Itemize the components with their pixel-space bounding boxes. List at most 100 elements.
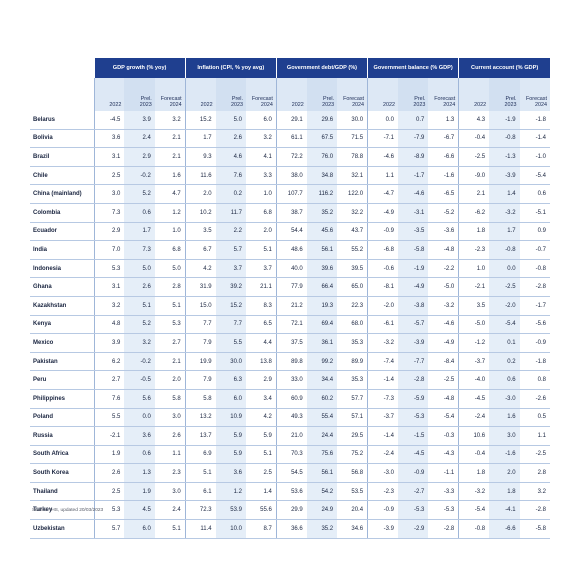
value-cell: 29.9 <box>275 500 307 521</box>
value-cell: 2.0 <box>184 184 216 204</box>
value-cell: 29.5 <box>337 426 368 446</box>
value-cell: 1.1 <box>519 426 550 446</box>
value-cell: 2.9 <box>93 222 125 242</box>
value-cell: 72.2 <box>275 147 307 167</box>
value-cell: -5.4 <box>519 166 550 186</box>
value-cell: -0.2 <box>124 352 155 372</box>
value-cell: 0.9 <box>519 222 550 242</box>
value-cell: 11.7 <box>215 203 246 223</box>
table-row: Uzbekistan 5.7 6.0 5.1 11.4 10.0 8.7 36.6 35.2 34… <box>30 519 550 539</box>
value-cell: 71.5 <box>337 129 368 149</box>
value-cell: 0.8 <box>519 370 550 390</box>
value-cell: -0.7 <box>519 240 550 260</box>
corner-cell <box>30 78 94 111</box>
value-cell: -3.2 <box>489 203 520 223</box>
value-cell: -5.3 <box>397 500 429 521</box>
value-cell: 107.7 <box>275 184 307 204</box>
value-cell: 5.5 <box>215 333 246 353</box>
value-cell: 3.1 <box>93 147 125 167</box>
value-cell: 99.2 <box>306 352 338 372</box>
value-cell: 66.4 <box>306 277 338 297</box>
table-row: Mexico 3.9 3.2 2.7 7.9 5.5 4.4 37.5 36.1 35.3 -3.2… <box>30 333 550 353</box>
value-cell: 32.2 <box>337 203 368 223</box>
country-cell: Uzbekistan <box>30 519 94 539</box>
value-cell: -1.0 <box>519 147 550 167</box>
value-cell: -5.8 <box>397 240 429 260</box>
value-cell: 5.1 <box>245 240 277 260</box>
value-cell: 6.7 <box>184 240 216 260</box>
value-cell: 1.1 <box>154 445 186 465</box>
value-cell: 4.6 <box>215 147 246 167</box>
value-cell: 1.7 <box>124 222 155 242</box>
value-cell: 6.2 <box>93 352 125 372</box>
value-cell: 1.0 <box>458 259 490 279</box>
value-cell: 43.7 <box>337 222 368 242</box>
group-header-row: GDP growth (% yoy) Inflation (CPI, % yoy … <box>30 58 550 78</box>
value-cell: -6.1 <box>367 315 398 335</box>
value-cell: -0.3 <box>428 426 459 446</box>
table-row: Brazil 3.1 2.9 2.1 9.3 4.6 4.1 72.2 76.0 78.8 -4.6… <box>30 147 550 167</box>
value-cell: 7.3 <box>124 240 155 260</box>
value-cell: 3.6 <box>124 426 155 446</box>
value-cell: 60.2 <box>306 389 338 409</box>
value-cell: 53.5 <box>337 482 368 502</box>
value-cell: -4.3 <box>428 445 459 465</box>
value-cell: -9.0 <box>458 166 490 186</box>
value-cell: 2.6 <box>93 463 125 483</box>
value-cell: 5.1 <box>184 463 216 483</box>
value-cell: -2.8 <box>519 500 550 521</box>
value-cell: 3.4 <box>245 389 277 409</box>
value-cell: 89.8 <box>275 352 307 372</box>
value-cell: -2.8 <box>519 277 550 297</box>
value-cell: -4.9 <box>367 203 398 223</box>
value-cell: 5.3 <box>93 500 125 521</box>
year-header: 2022 <box>184 78 216 111</box>
value-cell: -0.2 <box>124 166 155 186</box>
country-cell: Ghana <box>30 277 94 297</box>
year-header: 2022 <box>93 78 125 111</box>
value-cell: -2.8 <box>428 519 459 539</box>
value-cell: -7.4 <box>367 352 398 372</box>
value-cell: 2.1 <box>154 129 186 149</box>
value-cell: -3.2 <box>458 482 490 502</box>
value-cell: 6.0 <box>245 111 277 130</box>
value-cell: -2.1 <box>93 426 125 446</box>
value-cell: 3.1 <box>93 277 125 297</box>
table-row: Poland 5.5 0.0 3.0 13.2 10.9 4.2 49.3 55.4 57.1 -3… <box>30 408 550 428</box>
value-cell: -5.0 <box>428 277 459 297</box>
value-cell: 15.2 <box>215 296 246 316</box>
value-cell: -4.1 <box>489 500 520 521</box>
table-row: South Korea 2.6 1.3 2.3 5.1 3.6 2.5 54.5 56.1 56.… <box>30 463 550 483</box>
value-cell: -4.0 <box>458 370 490 390</box>
value-cell: -4.6 <box>428 315 459 335</box>
value-cell: -2.5 <box>458 147 490 167</box>
value-cell: 1.6 <box>154 166 186 186</box>
value-cell: 8.7 <box>245 519 277 539</box>
sub-header-row: 2022 Prel. 2023 Forecast 2024 2022 Prel. 202… <box>30 78 550 111</box>
value-cell: 76.0 <box>306 147 338 167</box>
value-cell: 1.8 <box>458 222 490 242</box>
value-cell: 36.6 <box>275 519 307 539</box>
value-cell: 0.5 <box>519 408 550 428</box>
table-row: Pakistan 6.2 -0.2 2.1 19.9 30.0 13.8 89.8 99.2 89… <box>30 352 550 372</box>
value-cell: -3.5 <box>397 222 429 242</box>
year-header: Forecast 2024 <box>519 78 550 111</box>
value-cell: 2.5 <box>245 463 277 483</box>
value-cell: 4.7 <box>154 184 186 204</box>
value-cell: 24.4 <box>306 426 338 446</box>
value-cell: -4.9 <box>397 277 429 297</box>
value-cell: 56.1 <box>306 240 338 260</box>
value-cell: 1.7 <box>489 222 520 242</box>
value-cell: 35.3 <box>337 333 368 353</box>
value-cell: 10.2 <box>184 203 216 223</box>
value-cell: -1.2 <box>458 333 490 353</box>
country-cell: Belarus <box>30 111 94 130</box>
value-cell: 48.6 <box>275 240 307 260</box>
value-cell: 34.4 <box>306 370 338 390</box>
value-cell: 7.0 <box>93 240 125 260</box>
year-header: 2022 <box>367 78 398 111</box>
value-cell: 35.2 <box>306 519 338 539</box>
economic-indicators-table: GDP growth (% yoy) Inflation (CPI, % yoy … <box>30 58 550 539</box>
value-cell: 9.3 <box>184 147 216 167</box>
value-cell: 1.0 <box>245 184 277 204</box>
